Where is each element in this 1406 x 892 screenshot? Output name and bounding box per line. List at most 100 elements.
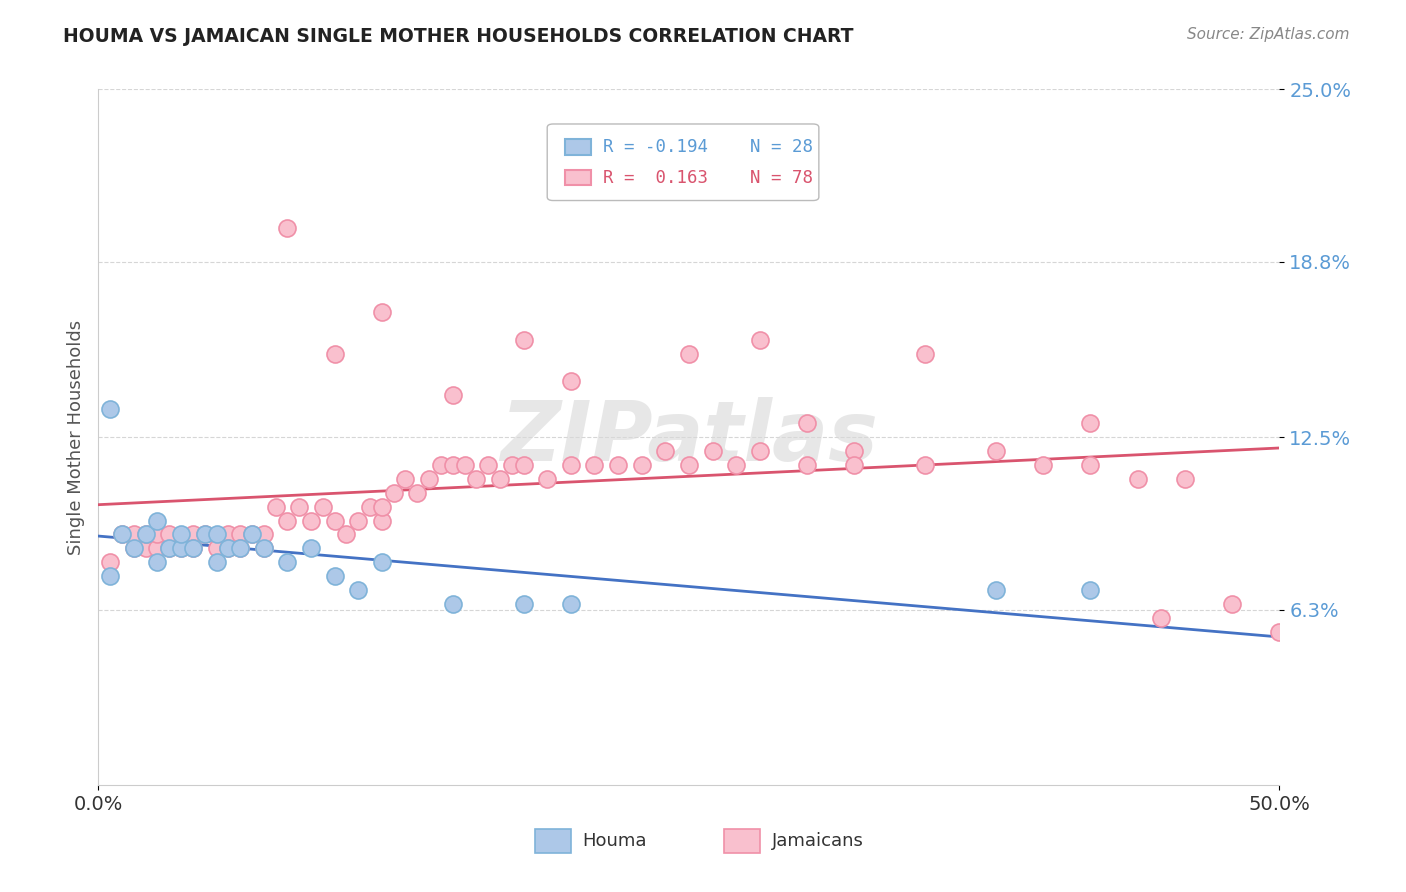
Point bbox=[253, 527, 276, 541]
Point bbox=[146, 514, 169, 528]
Point bbox=[560, 597, 582, 611]
Text: Jamaicans: Jamaicans bbox=[772, 831, 863, 849]
Point bbox=[1080, 416, 1102, 430]
Text: R =  0.163    N = 78: R = 0.163 N = 78 bbox=[603, 169, 813, 186]
Point bbox=[288, 500, 311, 514]
Point bbox=[146, 555, 169, 569]
Point bbox=[630, 458, 652, 472]
Text: HOUMA VS JAMAICAN SINGLE MOTHER HOUSEHOLDS CORRELATION CHART: HOUMA VS JAMAICAN SINGLE MOTHER HOUSEHOL… bbox=[63, 27, 853, 45]
Point bbox=[240, 527, 263, 541]
Bar bbox=[565, 169, 591, 186]
Bar bbox=[724, 829, 759, 853]
Point bbox=[312, 500, 335, 514]
Point bbox=[359, 500, 381, 514]
Point bbox=[217, 527, 239, 541]
Point bbox=[122, 527, 145, 541]
Point bbox=[748, 444, 770, 458]
Point bbox=[347, 514, 370, 528]
Point bbox=[1268, 624, 1291, 639]
Point bbox=[98, 555, 121, 569]
Point bbox=[560, 375, 582, 389]
Point bbox=[170, 541, 193, 556]
Point bbox=[111, 527, 134, 541]
Point bbox=[122, 541, 145, 556]
Point bbox=[371, 305, 394, 319]
Point bbox=[194, 527, 217, 541]
Point bbox=[441, 597, 464, 611]
Point bbox=[1126, 472, 1149, 486]
Point bbox=[323, 569, 346, 583]
FancyBboxPatch shape bbox=[547, 124, 818, 201]
Text: Houma: Houma bbox=[582, 831, 647, 849]
Point bbox=[702, 444, 724, 458]
Point bbox=[347, 583, 370, 598]
Point bbox=[253, 541, 276, 556]
Text: ZIPatlas: ZIPatlas bbox=[501, 397, 877, 477]
Point bbox=[240, 527, 263, 541]
Point bbox=[323, 346, 346, 360]
Point bbox=[796, 458, 818, 472]
Point bbox=[371, 514, 394, 528]
Point bbox=[135, 541, 157, 556]
Point bbox=[111, 527, 134, 541]
Point bbox=[512, 333, 534, 347]
Point bbox=[276, 514, 298, 528]
Point bbox=[229, 527, 252, 541]
Y-axis label: Single Mother Households: Single Mother Households bbox=[66, 319, 84, 555]
Point bbox=[146, 527, 169, 541]
Point bbox=[654, 444, 676, 458]
Point bbox=[536, 472, 558, 486]
Point bbox=[299, 514, 322, 528]
Point bbox=[170, 541, 193, 556]
Point bbox=[465, 472, 488, 486]
Point bbox=[157, 541, 180, 556]
Point bbox=[984, 583, 1007, 598]
Point bbox=[205, 541, 228, 556]
Point bbox=[135, 527, 157, 541]
Point bbox=[335, 527, 357, 541]
Point bbox=[217, 541, 239, 556]
Point bbox=[98, 569, 121, 583]
Point bbox=[583, 458, 606, 472]
Point bbox=[1174, 472, 1197, 486]
Point bbox=[1032, 458, 1054, 472]
Point bbox=[1150, 611, 1173, 625]
Point bbox=[914, 458, 936, 472]
Point bbox=[844, 444, 866, 458]
Point bbox=[122, 541, 145, 556]
Point bbox=[796, 416, 818, 430]
Point bbox=[157, 527, 180, 541]
Point bbox=[205, 527, 228, 541]
Point bbox=[170, 527, 193, 541]
Point bbox=[512, 597, 534, 611]
Bar bbox=[536, 829, 571, 853]
Point bbox=[678, 346, 700, 360]
Point bbox=[264, 500, 287, 514]
Point bbox=[607, 458, 630, 472]
Bar bbox=[565, 139, 591, 154]
Point bbox=[914, 346, 936, 360]
Point bbox=[371, 555, 394, 569]
Point bbox=[406, 485, 429, 500]
Point bbox=[725, 458, 748, 472]
Point bbox=[181, 541, 204, 556]
Point bbox=[441, 458, 464, 472]
Point bbox=[229, 541, 252, 556]
Point bbox=[501, 458, 523, 472]
Point bbox=[1080, 458, 1102, 472]
Point bbox=[477, 458, 499, 472]
Point bbox=[181, 541, 204, 556]
Point bbox=[253, 541, 276, 556]
Point bbox=[371, 500, 394, 514]
Text: Source: ZipAtlas.com: Source: ZipAtlas.com bbox=[1187, 27, 1350, 42]
Point bbox=[135, 527, 157, 541]
Point bbox=[181, 527, 204, 541]
Point bbox=[299, 541, 322, 556]
Point bbox=[984, 444, 1007, 458]
Point bbox=[489, 472, 512, 486]
Point bbox=[394, 472, 416, 486]
Point bbox=[276, 555, 298, 569]
Point bbox=[512, 458, 534, 472]
Point bbox=[418, 472, 440, 486]
Point bbox=[844, 458, 866, 472]
